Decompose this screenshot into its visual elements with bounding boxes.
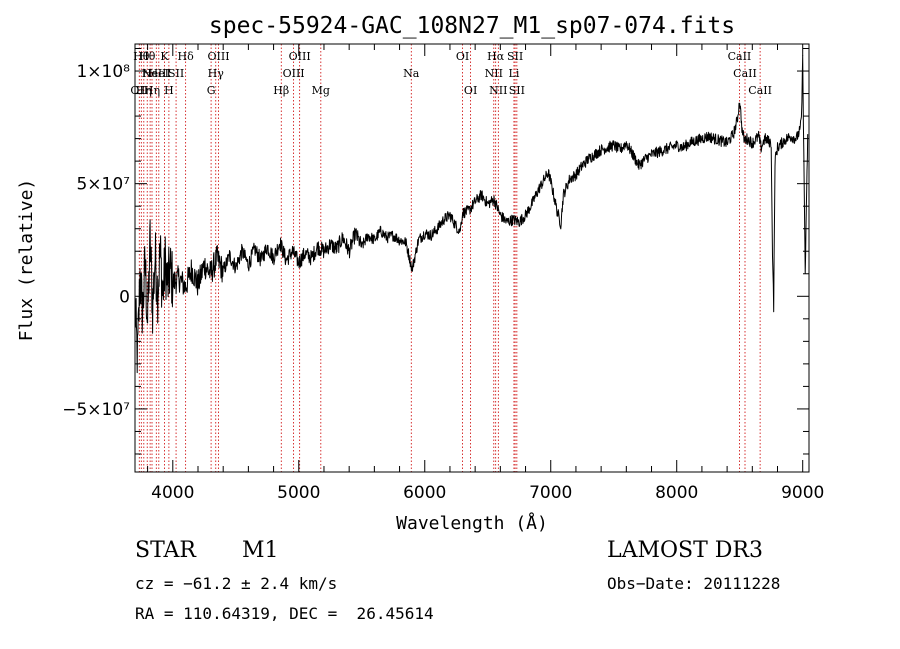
line-label: Hθ [133,50,150,63]
line-label: He [142,67,158,80]
x-axis: 4000 5000 6000 7000 8000 9000 [147,44,824,503]
line-label: OIII [207,50,229,63]
y-tick-label: 5×10⁷ [76,175,130,195]
line-label: SII [168,67,184,80]
line-label: NeIII [142,67,171,80]
x-tick-label: 5000 [277,483,320,503]
redshift-value: cz = −61.2 ± 2.4 km/s [135,574,338,593]
line-label: H [164,84,174,97]
line-label: Hθ [139,50,156,63]
object-subclass: M1 [242,538,279,563]
line-label: Mg [312,84,330,97]
spectrum-trace [134,55,809,374]
survey-name: LAMOST DR3 [607,538,763,563]
y-axis-label: Flux (relative) [16,179,37,342]
line-label: K [160,50,169,63]
line-label: Hβ [273,84,289,97]
line-label: SII [509,84,525,97]
coordinates: RA = 110.64319, DEC = 26.45614 [135,604,434,623]
line-label: CaII [728,50,752,63]
line-label: HeI [149,67,169,80]
line-label: Hη [144,84,160,97]
x-tick-label: 9000 [781,483,824,503]
x-tick-label: 7000 [529,483,572,503]
flux-line [134,55,809,374]
y-tick-label: 0 [119,287,130,307]
line-label: Hδ [178,50,195,63]
observation-date: Obs−Date: 20111228 [607,574,781,593]
line-label: OIII [283,67,305,80]
line-label: CaII [748,84,772,97]
line-label: OI [464,84,477,97]
chart-title: spec-55924-GAC_108N27_M1_sp07-074.fits [209,13,735,39]
object-class: STAR [135,538,196,563]
line-label: OI [456,50,469,63]
x-tick-label: 6000 [403,483,446,503]
line-label: NII [489,84,507,97]
y-axis: 1×10⁸ 5×10⁷ 0 −5×10⁷ [62,48,809,455]
line-label: G [207,84,216,97]
line-label: Hγ [208,67,225,80]
line-label: OIII [289,50,311,63]
line-label: Na [403,67,420,80]
plot-frame [134,43,810,473]
line-label: NII [485,67,503,80]
line-label: CaII [733,67,757,80]
line-label: Li [509,67,520,80]
y-tick-label: −5×10⁷ [62,400,130,420]
x-tick-label: 8000 [655,483,698,503]
x-axis-label: Wavelength (Å) [396,512,548,534]
line-label: Hα [487,50,505,63]
line-label: SII [507,50,523,63]
x-tick-label: 4000 [151,483,194,503]
spectral-line-labels: OIIHθHηHθHeHηNeIIIHeIKHSIIHδGHγOIIIHβOII… [130,50,772,97]
y-tick-label: 1×10⁸ [76,62,130,82]
spectral-line-markers [138,44,761,472]
